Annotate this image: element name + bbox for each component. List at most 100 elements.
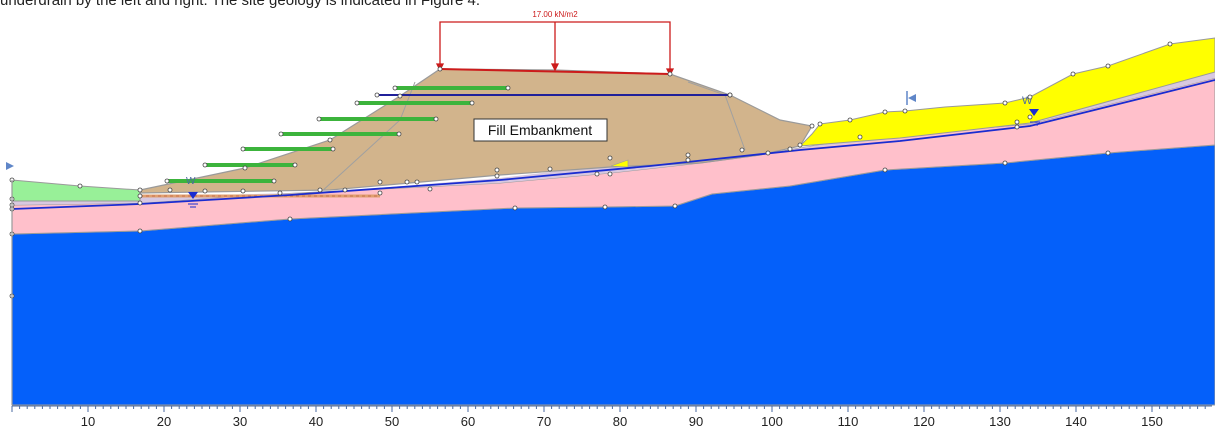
vertex-point [242,165,248,171]
vertex-point [316,116,322,122]
vertex-point [685,157,691,163]
vertex-point [342,187,348,193]
vertex-point [1027,94,1033,100]
axis-tick-label: 70 [537,414,551,429]
yellow-lens [610,159,629,168]
vertex-point [354,100,360,106]
vertex-point [397,93,403,99]
vertex-point [809,123,815,129]
axis-tick-label: 80 [613,414,627,429]
vertex-point [1027,114,1033,120]
header-text: underdrain by the left and right. The si… [0,0,481,9]
axis-tick-label: 20 [157,414,171,429]
water-marker-label: W [1022,95,1033,107]
vertex-point [512,205,518,211]
vertex-point [765,150,771,156]
vertex-point [164,178,170,184]
vertex-point [672,203,678,209]
vertex-point [505,85,511,91]
vertex-point [1014,119,1020,125]
axis-tick-label: 60 [461,414,475,429]
vertex-point [1105,63,1111,69]
vertex-point [494,167,500,173]
vertex-point [271,178,277,184]
vertex-point [292,162,298,168]
axis-tick-label: 140 [1065,414,1087,429]
vertex-point [377,190,383,196]
vertex-point [433,116,439,122]
vertex-point [739,147,745,153]
vertex-point [330,146,336,152]
vertex-point [594,171,600,177]
axis-tick-label: 120 [913,414,935,429]
axis-tick-label: 150 [1141,414,1163,429]
vertex-point [727,92,733,98]
vertex-point [882,167,888,173]
vertex-point [427,186,433,192]
vertex-group [9,41,1173,299]
distributed-load [435,21,675,77]
topsoil-region [11,179,141,202]
vertex-point [1002,100,1008,106]
axis-tick-label: 50 [385,414,399,429]
vertex-point [396,131,402,137]
vertex-point [137,193,143,199]
vertex-point [469,100,475,106]
axis-tick-label: 100 [761,414,783,429]
vertex-point [667,71,673,77]
axis-tick-label: 130 [989,414,1011,429]
vertex-point [277,190,283,196]
load-label: 17.00 kN/m2 [532,10,578,19]
vertex-point [607,171,613,177]
vertex-point [377,179,383,185]
vertex-point [240,146,246,152]
vertex-point [1014,124,1020,130]
vertex-point [847,117,853,123]
axis-tick-label: 10 [81,414,95,429]
vertex-point [137,228,143,234]
vertex-point [685,152,691,158]
x-axis: 10 20 30 40 50 60 70 80 90 100 110 120 130 140 150 [11,405,1212,429]
vertex-point [902,108,908,114]
vertex-point [1002,160,1008,166]
vertex-point [607,155,613,161]
vertex-point [797,142,803,148]
vertex-point [287,216,293,222]
water-table-line [11,79,1215,210]
vertex-point [202,162,208,168]
vertex-point [392,85,398,91]
water-marker-right: W [1022,95,1040,126]
vertex-point [437,66,443,72]
axis-tick-label: 110 [838,414,859,429]
vertex-point [167,187,173,193]
vertex-point [787,146,793,152]
vertex-point [278,131,284,137]
vertex-point [240,188,246,194]
vertex-point [374,92,380,98]
flag-marker-left [6,162,14,170]
axis-tick-label: 40 [309,414,323,429]
vertex-point [1167,41,1173,47]
axis-tick-label: 90 [689,414,703,429]
vertex-point [77,183,83,189]
vertex-point [882,109,888,115]
vertex-point [1070,71,1076,77]
vertex-point [817,121,823,127]
vertex-point [857,134,863,140]
axis-tick-label: 30 [233,414,247,429]
vertex-point [414,179,420,185]
flag-marker-right [908,94,916,102]
water-marker-left: W [186,176,198,208]
water-marker-label: W [186,176,196,187]
vertex-point [404,179,410,185]
vertex-point [317,187,323,193]
reinforcement-group [167,86,508,183]
vertex-point [327,137,333,143]
vertex-point [494,173,500,179]
vertex-point [602,204,608,210]
vertex-point [137,200,143,206]
material-label: Fill Embankment [473,118,608,142]
vertex-point [137,187,143,193]
material-label-text: Fill Embankment [488,122,592,138]
